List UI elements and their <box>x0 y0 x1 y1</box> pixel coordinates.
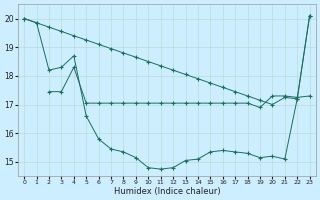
X-axis label: Humidex (Indice chaleur): Humidex (Indice chaleur) <box>114 187 220 196</box>
